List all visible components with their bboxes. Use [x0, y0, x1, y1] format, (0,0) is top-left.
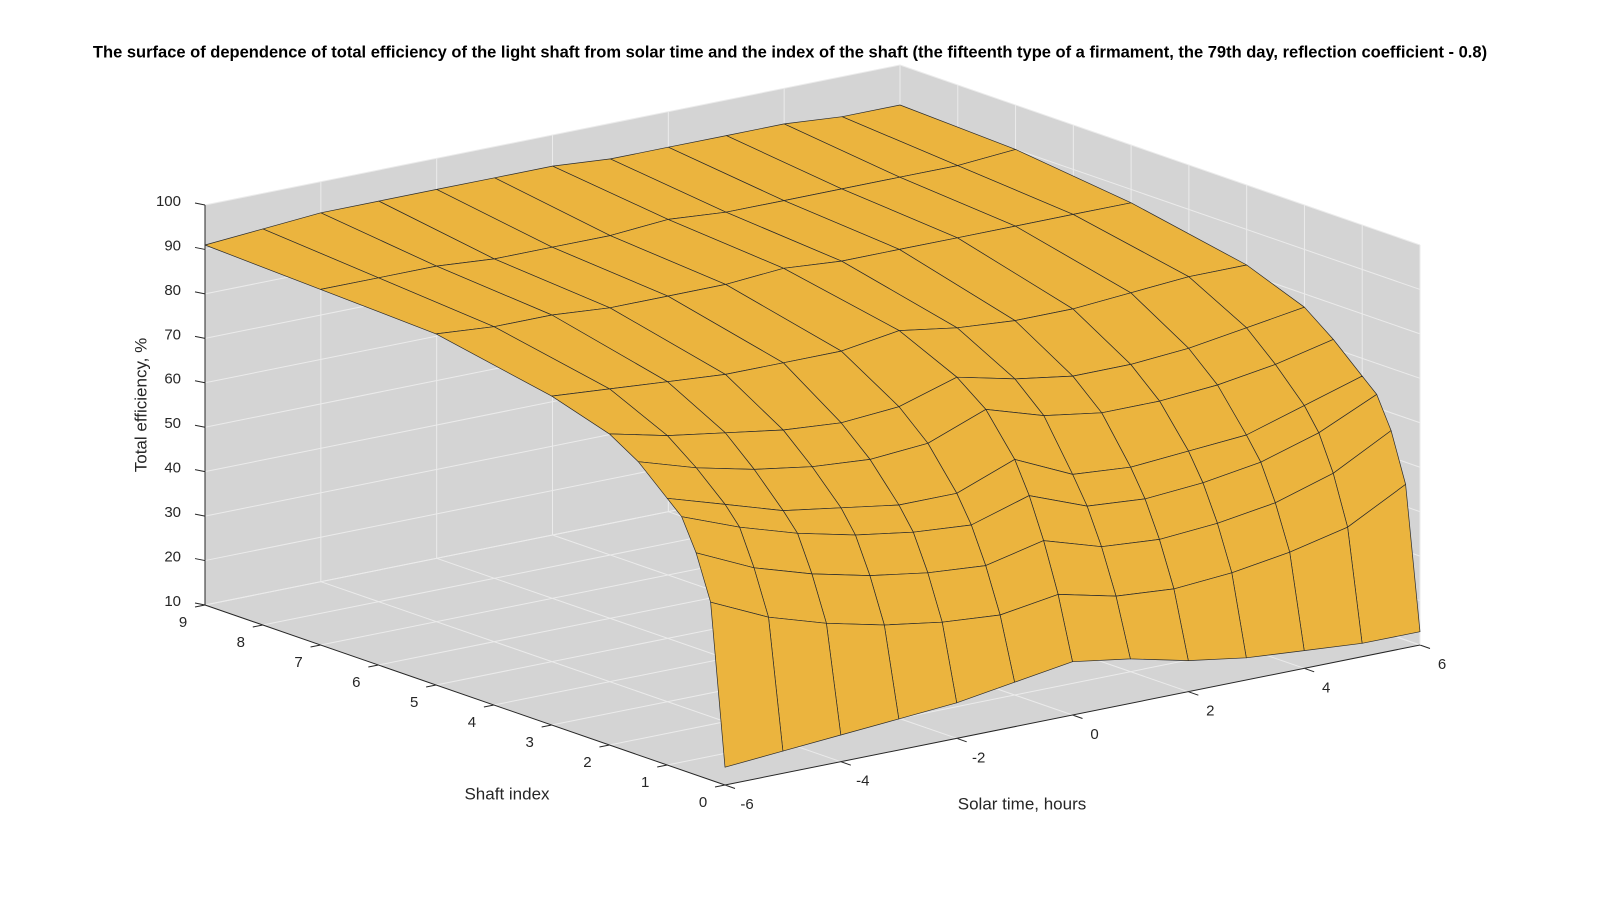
y-tick	[541, 724, 552, 728]
x-tick-label: 4	[1322, 679, 1330, 696]
z-tick-label: 100	[156, 193, 181, 210]
y-tick-label: 8	[237, 634, 245, 651]
x-axis-line	[724, 644, 1421, 786]
z-tick	[194, 558, 206, 562]
y-tick-label: 4	[468, 714, 476, 731]
x-tick	[840, 761, 851, 766]
chart-title: The surface of dependence of total effic…	[93, 43, 1487, 61]
y-tick	[310, 644, 321, 648]
z-tick-label: 40	[164, 460, 181, 477]
y-axis-line	[204, 604, 726, 786]
x-tick	[1188, 691, 1199, 696]
z-tick-label: 30	[164, 504, 181, 521]
grid-line	[899, 64, 1421, 246]
z-tick	[194, 335, 206, 339]
z-tick-label: 60	[164, 371, 181, 388]
y-tick	[194, 604, 206, 608]
x-tick	[956, 737, 967, 743]
z-tick	[194, 513, 206, 517]
y-tick-label: 1	[641, 774, 649, 791]
x-tick	[1304, 667, 1315, 673]
z-tick	[194, 602, 206, 606]
y-tick	[368, 664, 379, 668]
y-axis-label: Shaft index	[464, 784, 550, 803]
y-tick-label: 2	[583, 754, 591, 771]
z-tick	[194, 291, 206, 295]
z-tick	[194, 202, 206, 206]
z-tick	[194, 424, 206, 428]
annotations: The surface of dependence of total effic…	[93, 43, 1487, 813]
y-tick	[599, 744, 610, 748]
z-tick-label: 70	[164, 326, 181, 343]
y-tick	[426, 684, 437, 688]
surface-patch	[710, 601, 784, 768]
y-tick-label: 0	[699, 794, 707, 811]
z-tick-label: 20	[164, 549, 181, 566]
x-tick-label: 0	[1090, 726, 1098, 743]
y-tick	[252, 624, 263, 628]
y-tick-label: 6	[352, 674, 360, 691]
grid-line	[204, 64, 901, 206]
y-tick	[714, 784, 726, 788]
x-tick	[724, 784, 736, 789]
x-tick	[1419, 644, 1431, 649]
x-tick-label: -2	[972, 749, 985, 766]
y-tick-label: 7	[294, 654, 302, 671]
x-tick-label: -4	[856, 773, 869, 790]
y-tick-label: 9	[179, 614, 187, 631]
x-tick-label: 6	[1438, 656, 1446, 673]
surface	[204, 104, 1421, 768]
y-tick-label: 5	[410, 694, 418, 711]
z-axis-label: Total efficiency, %	[131, 338, 150, 473]
x-tick	[1072, 714, 1083, 719]
x-tick-label: -6	[740, 796, 753, 813]
z-tick	[194, 469, 206, 473]
z-tick	[194, 380, 206, 384]
x-axis-label: Solar time, hours	[958, 794, 1087, 813]
z-tick-label: 10	[164, 593, 181, 610]
z-tick	[194, 246, 206, 250]
z-tick-label: 90	[164, 237, 181, 254]
x-tick-label: 2	[1206, 703, 1214, 720]
z-tick-label: 80	[164, 282, 181, 299]
y-tick	[657, 764, 668, 768]
z-tick-label: 50	[164, 415, 181, 432]
y-tick-label: 3	[525, 734, 533, 751]
y-tick	[483, 704, 494, 708]
